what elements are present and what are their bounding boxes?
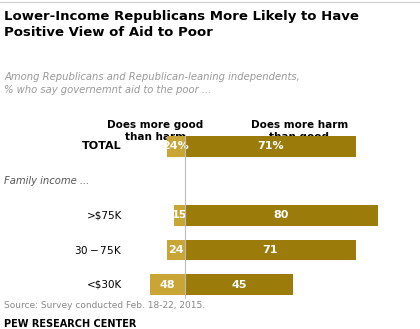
Text: PEW RESEARCH CENTER: PEW RESEARCH CENTER <box>4 319 136 329</box>
Bar <box>185 136 356 157</box>
Text: Does more good
than harm: Does more good than harm <box>107 120 204 142</box>
Bar <box>185 205 378 226</box>
Text: Among Republicans and Republican-leaning independents,
% who say governemnt aid : Among Republicans and Republican-leaning… <box>4 72 300 95</box>
Text: Family income ...: Family income ... <box>4 176 89 186</box>
Bar <box>150 274 185 295</box>
Text: <$30K: <$30K <box>87 280 122 290</box>
Text: Source: Survey conducted Feb. 18-22, 2015.: Source: Survey conducted Feb. 18-22, 201… <box>4 301 205 310</box>
Bar <box>185 274 293 295</box>
Text: 48: 48 <box>159 280 175 290</box>
Text: 71: 71 <box>262 245 278 255</box>
Text: 71%: 71% <box>257 141 284 151</box>
Text: $30-$75K: $30-$75K <box>74 244 122 256</box>
Text: 24%: 24% <box>163 141 189 151</box>
Bar <box>167 136 185 157</box>
Bar <box>185 240 356 260</box>
Bar <box>174 205 185 226</box>
Text: Lower-Income Republicans More Likely to Have
Positive View of Aid to Poor: Lower-Income Republicans More Likely to … <box>4 10 359 39</box>
Text: >$75K: >$75K <box>87 211 122 220</box>
Bar <box>167 240 185 260</box>
Text: Does more harm
than good: Does more harm than good <box>251 120 348 142</box>
Text: TOTAL: TOTAL <box>82 141 122 151</box>
Text: 15: 15 <box>172 211 187 220</box>
Text: 24: 24 <box>168 245 184 255</box>
Text: 80: 80 <box>273 211 289 220</box>
Text: 45: 45 <box>231 280 247 290</box>
